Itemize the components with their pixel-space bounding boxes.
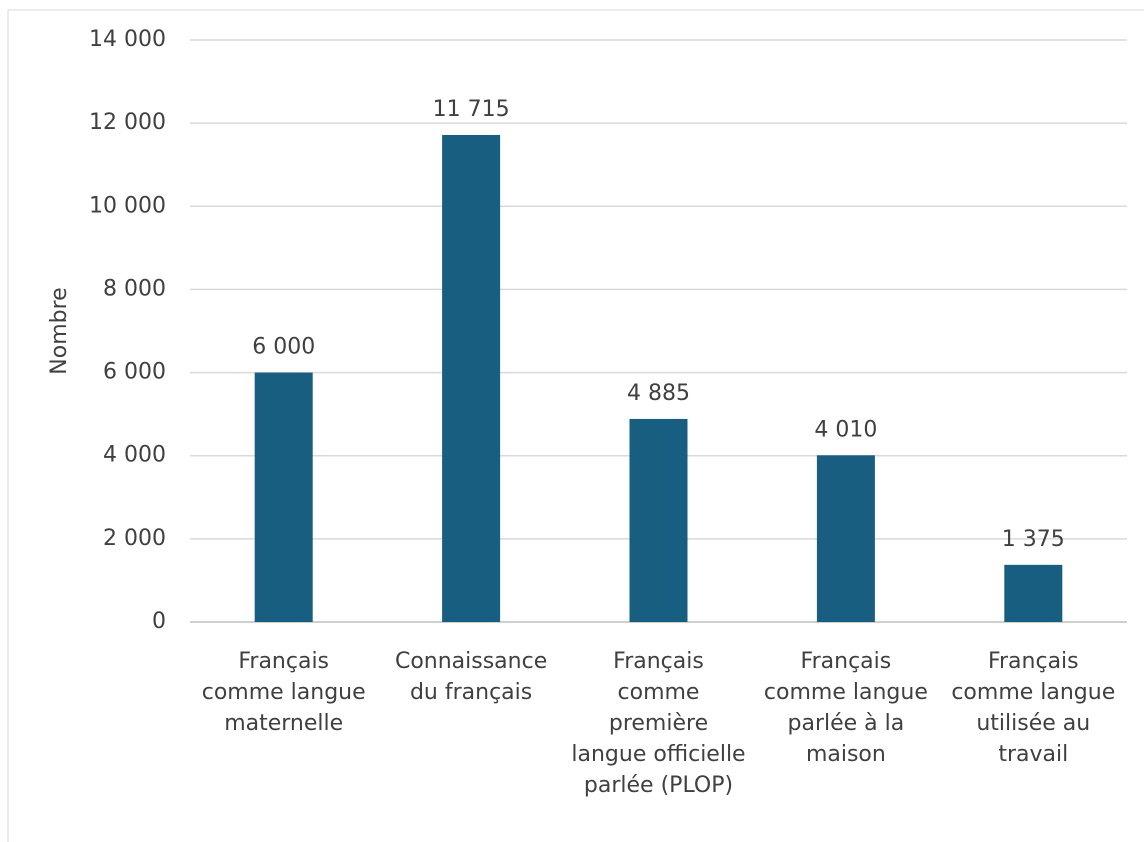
data-label: 6 000	[252, 335, 315, 360]
y-tick-label: 4 000	[103, 443, 166, 468]
bar	[442, 134, 501, 622]
bar	[816, 455, 875, 622]
y-axis-label: Nombre	[47, 287, 72, 374]
bar	[629, 418, 688, 622]
y-tick-label: 2 000	[103, 526, 166, 551]
data-label: 4 010	[814, 417, 877, 442]
data-label: 4 885	[627, 381, 690, 406]
x-tick-label: Français comme langue utilisée au travai…	[951, 649, 1116, 767]
data-label: 1 375	[1002, 527, 1065, 552]
y-tick-label: 6 000	[103, 360, 166, 385]
y-tick-label: 12 000	[89, 110, 166, 135]
y-tick-label: 10 000	[89, 193, 166, 218]
data-label: 11 715	[433, 97, 510, 122]
y-tick-label: 14 000	[89, 27, 166, 52]
bar	[1004, 564, 1063, 622]
x-tick-label: Français comme langue parlée à la maison	[763, 649, 928, 767]
y-tick-label: 0	[152, 609, 166, 634]
x-tick-label: Connaissance du français	[394, 649, 548, 705]
y-tick-label: 8 000	[103, 276, 166, 301]
x-tick-label: Français comme langue maternelle	[201, 649, 366, 736]
bar	[254, 372, 313, 622]
x-tick-label: Français comme première langue officiell…	[571, 649, 746, 798]
chart-border	[7, 9, 1144, 842]
